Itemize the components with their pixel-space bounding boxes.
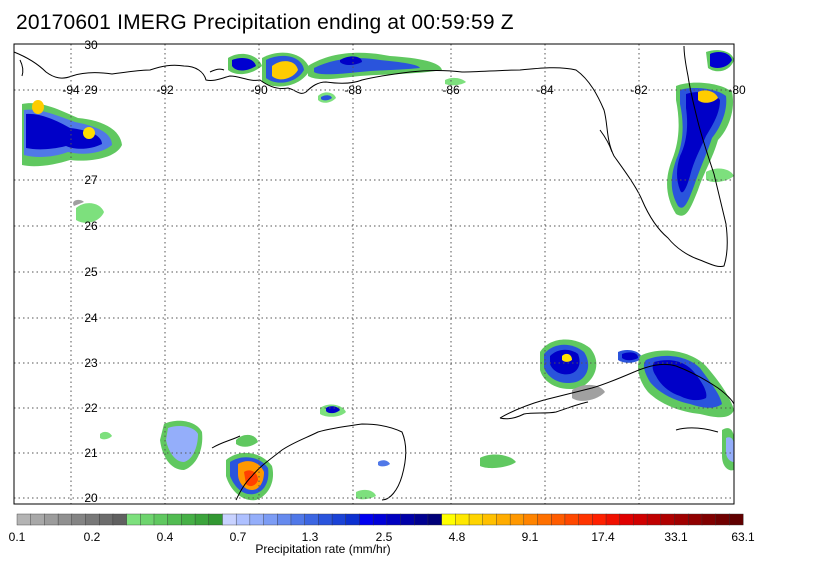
graticule xyxy=(14,44,734,504)
colorbar-swatch xyxy=(44,513,59,526)
colorbar-swatch xyxy=(194,513,210,526)
colorbar-tick-label: 0.7 xyxy=(230,530,247,544)
longitude-labels: -94 -92 -90 -88 -86 -84 -82 -80 xyxy=(62,83,746,97)
colorbar-swatch xyxy=(98,513,114,526)
colorbar-swatch xyxy=(372,513,388,526)
lon-label: -92 xyxy=(156,83,174,97)
lat-label: 27 xyxy=(84,173,98,187)
colorbar-tick-label: 9.1 xyxy=(522,530,539,544)
lon-label: -88 xyxy=(344,83,362,97)
colorbar-swatch xyxy=(208,513,223,526)
colorbar-swatch xyxy=(715,513,730,526)
map-frame xyxy=(13,43,735,505)
coastlines xyxy=(13,45,735,501)
colorbar-swatch xyxy=(57,513,73,526)
colorbar-swatch xyxy=(633,513,648,526)
colorbar-swatch xyxy=(345,513,360,526)
colorbar-tick-label: 33.1 xyxy=(664,530,688,544)
colorbar-swatch xyxy=(331,513,347,526)
colorbar-swatch xyxy=(318,513,333,526)
lat-label: 22 xyxy=(84,401,98,415)
lat-label: 26 xyxy=(84,219,98,233)
lon-label: -82 xyxy=(630,83,648,97)
colorbar-swatch xyxy=(414,513,429,526)
colorbar-swatch xyxy=(646,513,662,526)
colorbar-swatch xyxy=(701,513,717,526)
colorbar-swatch xyxy=(222,513,237,526)
colorbar-swatch xyxy=(619,513,634,526)
colorbar-swatch xyxy=(605,513,621,526)
colorbar-swatch xyxy=(482,513,497,526)
map-title: 20170601 IMERG Precipitation ending at 0… xyxy=(16,11,514,34)
colorbar-swatch xyxy=(126,513,141,526)
lat-label: 23 xyxy=(84,356,98,370)
colorbar-swatch xyxy=(71,513,86,526)
lat-label: 25 xyxy=(84,265,98,279)
colorbar-swatch xyxy=(386,513,402,526)
lon-label: -80 xyxy=(728,83,746,97)
colorbar-swatch xyxy=(564,513,580,526)
lon-label: -86 xyxy=(442,83,460,97)
lat-label: 30 xyxy=(84,38,98,52)
colorbar-swatch xyxy=(30,513,45,526)
colorbar-swatch xyxy=(249,513,265,526)
latitude-labels: 30 29 27 26 25 24 23 22 21 20 xyxy=(84,38,98,505)
colorbar-swatch xyxy=(153,513,169,526)
colorbar xyxy=(16,513,744,526)
colorbar-swatch xyxy=(468,513,484,526)
colorbar-swatch xyxy=(551,513,566,526)
lat-label: 20 xyxy=(84,491,98,505)
colorbar-tick-label: 1.3 xyxy=(302,530,319,544)
colorbar-swatch xyxy=(578,513,593,526)
colorbar-swatch xyxy=(235,513,251,526)
lat-label: 21 xyxy=(84,446,98,460)
colorbar-swatch xyxy=(427,513,443,526)
colorbar-swatch xyxy=(400,513,415,526)
colorbar-swatch xyxy=(359,513,374,526)
colorbar-tick-label: 0.1 xyxy=(9,530,26,544)
colorbar-swatch xyxy=(496,513,511,526)
colorbar-swatch xyxy=(441,513,456,526)
colorbar-tick-label: 63.1 xyxy=(731,530,755,544)
colorbar-tick-label: 2.5 xyxy=(376,530,393,544)
colorbar-swatch xyxy=(729,513,744,526)
lat-label: 24 xyxy=(84,311,98,325)
colorbar-swatch xyxy=(290,513,306,526)
colorbar-swatch xyxy=(181,513,196,526)
lon-label: -90 xyxy=(250,83,268,97)
colorbar-swatch xyxy=(660,513,676,526)
precipitation-cells xyxy=(22,50,734,501)
colorbar-swatch xyxy=(537,513,552,526)
colorbar-swatch xyxy=(112,513,128,526)
colorbar-labels: 0.1 0.2 0.4 0.7 1.3 2.5 4.8 9.1 17.4 33.… xyxy=(9,530,755,544)
colorbar-swatch xyxy=(674,513,689,526)
lon-label: -94 xyxy=(62,83,80,97)
lon-label: -84 xyxy=(536,83,554,97)
colorbar-swatch xyxy=(688,513,703,526)
colorbar-swatch xyxy=(85,513,100,526)
colorbar-swatch xyxy=(140,513,155,526)
colorbar-swatch xyxy=(167,513,182,526)
lat-label: 29 xyxy=(84,83,98,97)
colorbar-swatch xyxy=(277,513,292,526)
colorbar-swatch xyxy=(455,513,470,526)
colorbar-swatch xyxy=(523,513,539,526)
colorbar-swatch xyxy=(304,513,319,526)
colorbar-swatch xyxy=(592,513,607,526)
colorbar-tick-label: 4.8 xyxy=(449,530,466,544)
colorbar-swatch xyxy=(509,513,525,526)
colorbar-tick-label: 0.4 xyxy=(157,530,174,544)
colorbar-swatch xyxy=(16,513,32,526)
colorbar-swatch xyxy=(263,513,278,526)
colorbar-tick-label: 0.2 xyxy=(84,530,101,544)
colorbar-tick-label: 17.4 xyxy=(591,530,615,544)
colorbar-title: Precipitation rate (mm/hr) xyxy=(255,542,390,556)
